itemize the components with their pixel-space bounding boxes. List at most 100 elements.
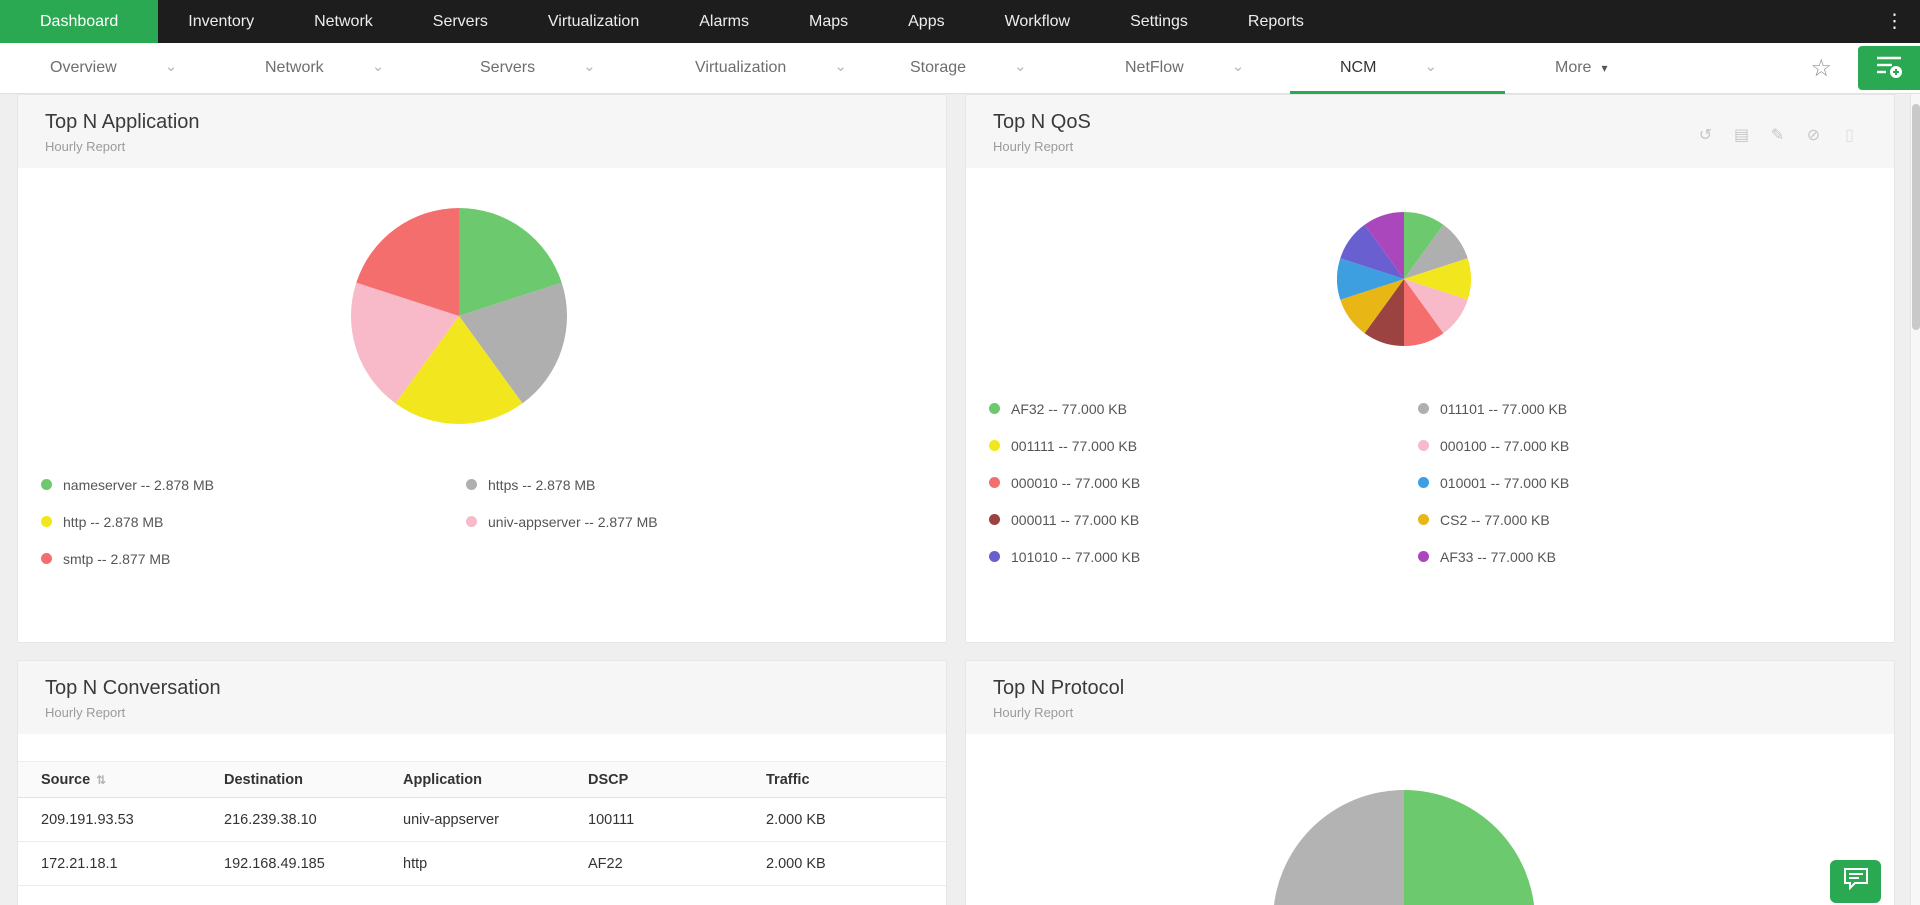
legend-item: https -- 2.878 MB — [466, 473, 658, 496]
chevron-down-icon[interactable]: ⌄ — [371, 58, 385, 75]
cell-application: http — [403, 841, 588, 886]
widget-title: Top N QoS — [993, 111, 1091, 133]
tab-ncm[interactable]: NCM ⌄ — [1290, 43, 1505, 94]
legend-color-dot — [466, 479, 477, 490]
chat-bubble-icon — [1843, 867, 1869, 896]
legend-color-dot — [989, 514, 1000, 525]
widget-subtitle: Hourly Report — [45, 139, 126, 154]
widget-header: Top N Conversation Hourly Report — [18, 661, 946, 734]
list-plus-icon — [1875, 53, 1903, 84]
legend-item: 001111 -- 77.000 KB — [989, 434, 1140, 457]
edit-icon[interactable]: ✎ — [1770, 127, 1785, 144]
dropdown-arrow-icon: ▾ — [1601, 61, 1608, 75]
widget-body: nameserver -- 2.878 MB http -- 2.878 MB … — [18, 168, 946, 642]
widget-toolbar: ↺ ▤ ✎ ⊘ ▯ — [1697, 125, 1858, 145]
qos-pie-chart[interactable] — [1337, 212, 1471, 346]
cell-source: 209.191.93.53 — [18, 797, 224, 842]
legend-label: http -- 2.878 MB — [63, 513, 164, 530]
tab-network[interactable]: Network ⌄ — [215, 43, 430, 93]
tab-label: Network — [265, 59, 324, 76]
widget-top-n-application: Top N Application Hourly Report nameserv… — [17, 94, 947, 643]
widget-header: Top N Application Hourly Report — [18, 95, 946, 168]
tab-more[interactable]: More ▾ — [1505, 43, 1675, 93]
cell-dscp: AF22 — [588, 841, 766, 886]
widget-title: Top N Application — [45, 111, 200, 133]
tab-virtualization[interactable]: Virtualization ⌄ — [645, 43, 860, 93]
tab-netflow[interactable]: NetFlow ⌄ — [1075, 43, 1290, 93]
nav-item-virtualization[interactable]: Virtualization — [547, 12, 640, 30]
chat-support-button[interactable] — [1830, 860, 1881, 903]
legend-label: https -- 2.878 MB — [488, 476, 596, 493]
tab-storage[interactable]: Storage ⌄ — [860, 43, 1075, 93]
legend-label: 011101 -- 77.000 KB — [1440, 400, 1568, 417]
cell-source: 172.21.18.1 — [18, 841, 224, 886]
tab-servers[interactable]: Servers ⌄ — [430, 43, 645, 93]
legend-item: 011101 -- 77.000 KB — [1418, 397, 1569, 420]
tab-label: More — [1555, 59, 1592, 76]
nav-item-alarms[interactable]: Alarms — [699, 12, 749, 30]
legend-label: univ-appserver -- 2.877 MB — [488, 513, 658, 530]
chevron-down-icon[interactable]: ⌄ — [1424, 58, 1438, 75]
legend-color-dot — [41, 553, 52, 564]
cell-dscp: 100111 — [588, 797, 766, 842]
table-row: 209.191.93.53 216.239.38.10 univ-appserv… — [18, 797, 946, 842]
nav-item-inventory[interactable]: Inventory — [188, 12, 255, 30]
cell-application: univ-appserver — [403, 797, 588, 842]
chevron-down-icon[interactable]: ⌄ — [583, 58, 596, 75]
legend-color-dot — [41, 516, 52, 527]
disable-icon[interactable]: ⊘ — [1806, 127, 1821, 144]
widget-body: Source ⇅ Destination Application DSCP Tra… — [18, 761, 946, 905]
legend-color-dot — [41, 479, 52, 490]
protocol-pie-chart[interactable] — [1273, 790, 1535, 905]
column-header-destination[interactable]: Destination — [224, 761, 403, 798]
legend-color-dot — [466, 516, 477, 527]
tab-label: Virtualization — [695, 59, 787, 76]
sort-icon[interactable]: ⇅ — [96, 772, 107, 787]
nav-item-servers[interactable]: Servers — [432, 12, 488, 30]
legend-item: smtp -- 2.877 MB — [41, 547, 214, 570]
chevron-down-icon[interactable]: ⌄ — [834, 58, 847, 75]
legend-color-dot — [989, 440, 1000, 451]
qos-legend-column-2: 011101 -- 77.000 KB 000100 -- 77.000 KB … — [1418, 397, 1569, 582]
nav-item-workflow[interactable]: Workflow — [1004, 12, 1071, 30]
nav-item-dashboard[interactable]: Dashboard — [0, 0, 159, 43]
legend-label: nameserver -- 2.878 MB — [63, 476, 214, 493]
widget-top-n-conversation: Top N Conversation Hourly Report Source ⇅… — [17, 660, 947, 905]
widget-body: AF32 -- 77.000 KB 001111 -- 77.000 KB 00… — [966, 168, 1894, 642]
legend-color-dot — [1418, 403, 1429, 414]
refresh-icon[interactable]: ↺ — [1698, 127, 1713, 144]
application-legend-column-2: https -- 2.878 MB univ-appserver -- 2.87… — [466, 473, 658, 547]
column-header-dscp[interactable]: DSCP — [588, 761, 766, 798]
column-header-source[interactable]: Source ⇅ — [18, 761, 224, 798]
widget-header: Top N Protocol Hourly Report — [966, 661, 1894, 734]
favorite-star-icon[interactable]: ☆ — [1810, 54, 1832, 82]
legend-item: 000100 -- 77.000 KB — [1418, 434, 1569, 457]
nav-item-maps[interactable]: Maps — [809, 12, 849, 30]
cell-destination: 192.168.49.185 — [224, 841, 403, 886]
table-row: 172.21.18.1 192.168.49.185 http AF22 2.0… — [18, 841, 946, 886]
add-dashboard-button[interactable] — [1858, 46, 1920, 90]
chevron-down-icon[interactable]: ⌄ — [164, 58, 178, 75]
application-pie-chart[interactable] — [351, 208, 567, 424]
legend-label: 101010 -- 77.000 KB — [1011, 548, 1141, 565]
nav-item-settings[interactable]: Settings — [1130, 12, 1188, 30]
chevron-down-icon[interactable]: ⌄ — [1231, 58, 1245, 75]
delete-icon[interactable]: ▯ — [1845, 127, 1854, 144]
nav-item-network[interactable]: Network — [314, 12, 373, 30]
widget-top-n-protocol: Top N Protocol Hourly Report — [965, 660, 1895, 905]
tab-overview[interactable]: Overview ⌄ — [0, 43, 215, 93]
legend-label: 000010 -- 77.000 KB — [1011, 474, 1141, 491]
nav-item-apps[interactable]: Apps — [908, 12, 945, 30]
tab-label: Servers — [480, 59, 536, 76]
nav-item-reports[interactable]: Reports — [1247, 12, 1304, 30]
report-icon[interactable]: ▤ — [1733, 127, 1750, 144]
page-scrollbar[interactable] — [1910, 43, 1920, 905]
scrollbar-thumb[interactable] — [1912, 104, 1920, 330]
widget-subtitle: Hourly Report — [993, 139, 1074, 154]
column-header-application[interactable]: Application — [403, 761, 588, 798]
column-header-traffic[interactable]: Traffic — [766, 761, 946, 798]
chevron-down-icon[interactable]: ⌄ — [1014, 58, 1027, 75]
table-header-row: Source ⇅ Destination Application DSCP Tra… — [18, 761, 946, 798]
overflow-menu-icon[interactable]: ⋮ — [1885, 11, 1904, 32]
